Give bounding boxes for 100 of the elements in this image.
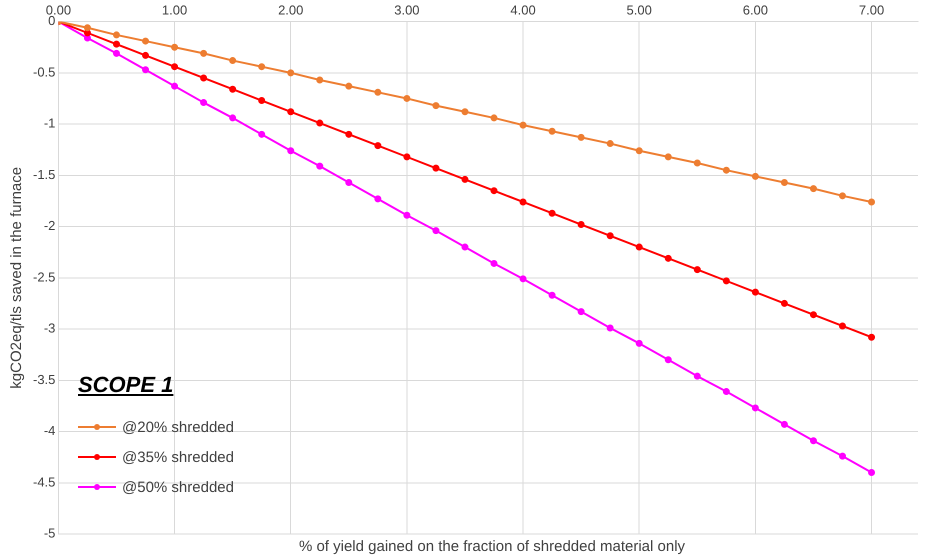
point bbox=[636, 244, 643, 251]
point bbox=[868, 198, 876, 206]
point bbox=[838, 322, 846, 330]
x-tick-label: 2.00 bbox=[278, 2, 304, 18]
y-tick-label: -3.5 bbox=[32, 372, 56, 387]
point bbox=[548, 128, 556, 135]
point bbox=[112, 40, 120, 48]
point bbox=[664, 356, 672, 364]
point bbox=[578, 221, 585, 228]
point bbox=[780, 300, 788, 307]
point bbox=[722, 388, 730, 396]
y-tick-label: -2 bbox=[44, 218, 56, 234]
point bbox=[490, 114, 498, 122]
point bbox=[258, 63, 266, 70]
point bbox=[171, 82, 178, 90]
point bbox=[316, 76, 324, 84]
y-tick-label: -3 bbox=[44, 320, 56, 336]
y-tick-label: -1.5 bbox=[32, 166, 56, 182]
point bbox=[636, 147, 643, 154]
point bbox=[868, 334, 876, 341]
point bbox=[490, 260, 498, 267]
x-tick-label: 3.00 bbox=[394, 2, 420, 18]
y-tick-label: -4 bbox=[44, 423, 56, 438]
point bbox=[578, 134, 585, 141]
point bbox=[432, 164, 440, 172]
point bbox=[287, 69, 294, 76]
point bbox=[112, 50, 120, 57]
point bbox=[432, 227, 440, 234]
y-tick-label: -4.5 bbox=[32, 474, 56, 490]
point bbox=[664, 254, 672, 262]
x-tick-label: 5.00 bbox=[626, 2, 652, 18]
x-tick-label: 1.00 bbox=[162, 2, 188, 18]
point bbox=[345, 82, 352, 90]
point bbox=[490, 187, 498, 194]
point bbox=[200, 99, 208, 106]
y-axis-title: kgCO2eq/tls saved in the furnace bbox=[8, 166, 26, 389]
point bbox=[316, 120, 324, 127]
point bbox=[868, 469, 876, 476]
point bbox=[780, 178, 788, 186]
point bbox=[171, 44, 178, 51]
point bbox=[664, 153, 672, 160]
point bbox=[432, 102, 440, 110]
point bbox=[810, 311, 817, 318]
point bbox=[606, 140, 614, 148]
point bbox=[520, 122, 527, 129]
legend-title: SCOPE 1 bbox=[78, 372, 174, 398]
point bbox=[287, 147, 294, 154]
y-tick-label: -2.5 bbox=[32, 269, 56, 284]
point bbox=[838, 452, 846, 460]
y-tick-label: -5 bbox=[44, 526, 56, 541]
point bbox=[84, 34, 91, 42]
point bbox=[229, 57, 236, 64]
point bbox=[229, 114, 236, 122]
point bbox=[548, 292, 556, 299]
point bbox=[229, 86, 236, 93]
legend-label: @35% shredded bbox=[122, 448, 234, 466]
point bbox=[316, 162, 324, 170]
point bbox=[345, 130, 352, 138]
point bbox=[838, 192, 846, 200]
point bbox=[810, 185, 817, 192]
point bbox=[345, 178, 352, 186]
point bbox=[694, 372, 701, 380]
point bbox=[403, 153, 410, 160]
x-axis-title: % of yield gained on the fraction of shredded material only bbox=[298, 538, 686, 555]
point bbox=[461, 108, 468, 116]
point bbox=[403, 212, 410, 219]
point bbox=[84, 29, 91, 36]
y-tick-label: -0.5 bbox=[32, 64, 56, 80]
point bbox=[287, 108, 294, 116]
legend-label: @50% shredded bbox=[122, 478, 234, 496]
x-tick-label: 6.00 bbox=[742, 2, 768, 18]
point bbox=[520, 275, 527, 282]
point bbox=[810, 437, 817, 444]
point bbox=[752, 404, 759, 412]
point bbox=[722, 166, 730, 174]
point bbox=[548, 210, 556, 217]
y-tick-label: -1 bbox=[44, 116, 56, 131]
point bbox=[374, 142, 382, 150]
point bbox=[200, 74, 208, 82]
point bbox=[722, 277, 730, 284]
point bbox=[694, 160, 701, 167]
x-tick-label: 7.00 bbox=[858, 2, 884, 18]
point bbox=[112, 31, 120, 38]
point bbox=[520, 198, 527, 206]
point bbox=[606, 232, 614, 240]
point bbox=[200, 50, 208, 57]
point bbox=[374, 88, 382, 96]
point bbox=[636, 340, 643, 347]
point bbox=[142, 52, 150, 59]
point bbox=[142, 38, 150, 45]
point bbox=[461, 176, 468, 183]
point bbox=[694, 266, 701, 274]
legend-label: @20% shredded bbox=[122, 418, 234, 436]
point bbox=[403, 94, 410, 102]
point bbox=[752, 172, 759, 180]
point bbox=[258, 97, 266, 104]
point bbox=[780, 420, 788, 428]
x-tick-label: 4.00 bbox=[510, 2, 536, 18]
point bbox=[171, 63, 178, 70]
point bbox=[461, 244, 468, 251]
